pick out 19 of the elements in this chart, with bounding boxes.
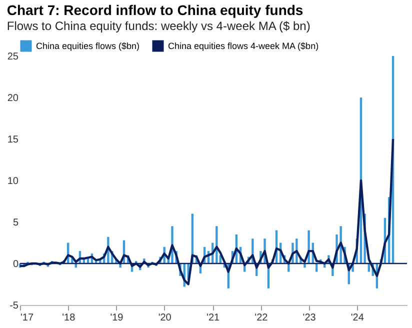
x-tick-label: '17 — [20, 312, 34, 324]
legend-label: China equities flows ($bn) — [36, 41, 140, 51]
y-tick-label: 0 — [12, 259, 19, 270]
y-tick-label: 20 — [7, 93, 19, 104]
legend-label: China equities flows 4-week MA ($bn) — [168, 41, 319, 51]
x-tick-label: '18 — [62, 312, 76, 324]
y-tick-label: 25 — [7, 52, 19, 62]
x-tick-label: '23 — [302, 312, 316, 324]
y-tick-label: 15 — [7, 134, 19, 146]
y-tick-label: 5 — [12, 218, 19, 228]
x-tick-label: '21 — [206, 312, 220, 324]
y-tick-label: 10 — [7, 176, 19, 187]
x-tick-label: '24 — [350, 312, 364, 324]
x-tick-label: '19 — [110, 312, 124, 324]
y-tick-label: -5 — [10, 300, 19, 312]
x-tick-label: '22 — [254, 312, 268, 324]
chart-subtitle: Flows to China equity funds: weekly vs 4-week MA ($ bn) — [6, 19, 310, 33]
chart-title: Chart 7: Record inflow to China equity funds — [6, 2, 304, 18]
x-tick-label: '20 — [158, 312, 172, 324]
